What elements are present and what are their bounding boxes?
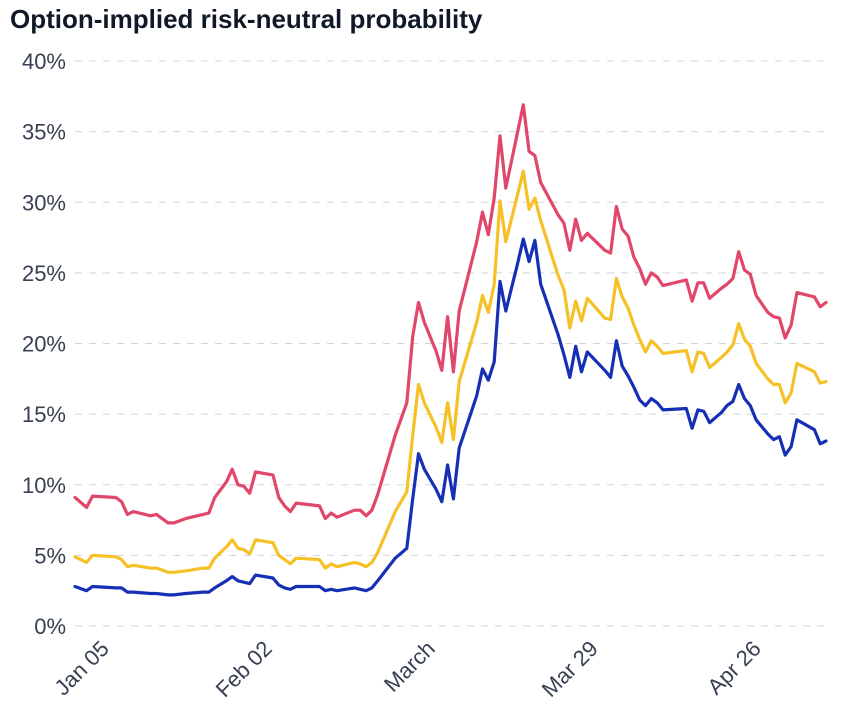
y-tick-label: 15% bbox=[22, 402, 66, 427]
y-tick-label: 25% bbox=[22, 261, 66, 286]
y-tick-label: 0% bbox=[34, 614, 66, 639]
y-tick-label: 40% bbox=[22, 49, 66, 74]
series-lines bbox=[73, 103, 828, 597]
series-line-2 bbox=[73, 169, 828, 574]
x-axis: Jan 05 Feb 02 March Mar 29 Apr 26 bbox=[49, 636, 765, 702]
x-tick-label: Apr 26 bbox=[702, 636, 766, 700]
x-tick-label: Jan 05 bbox=[49, 636, 113, 700]
chart-title: Option-implied risk-neutral probability bbox=[10, 4, 483, 34]
x-tick-label: Feb 02 bbox=[211, 636, 277, 702]
y-tick-label: 10% bbox=[22, 473, 66, 498]
y-tick-label: 5% bbox=[34, 543, 66, 568]
series-line-3 bbox=[73, 237, 828, 597]
series-line-1 bbox=[73, 103, 828, 525]
y-tick-label: 20% bbox=[22, 332, 66, 357]
y-tick-label: 35% bbox=[22, 120, 66, 145]
y-tick-label: 30% bbox=[22, 190, 66, 215]
x-tick-label: March bbox=[379, 636, 440, 697]
x-tick-label: Mar 29 bbox=[537, 636, 603, 702]
y-axis: 0% 5% 10% 15% 20% 25% 30% 35% 40% bbox=[22, 49, 66, 639]
